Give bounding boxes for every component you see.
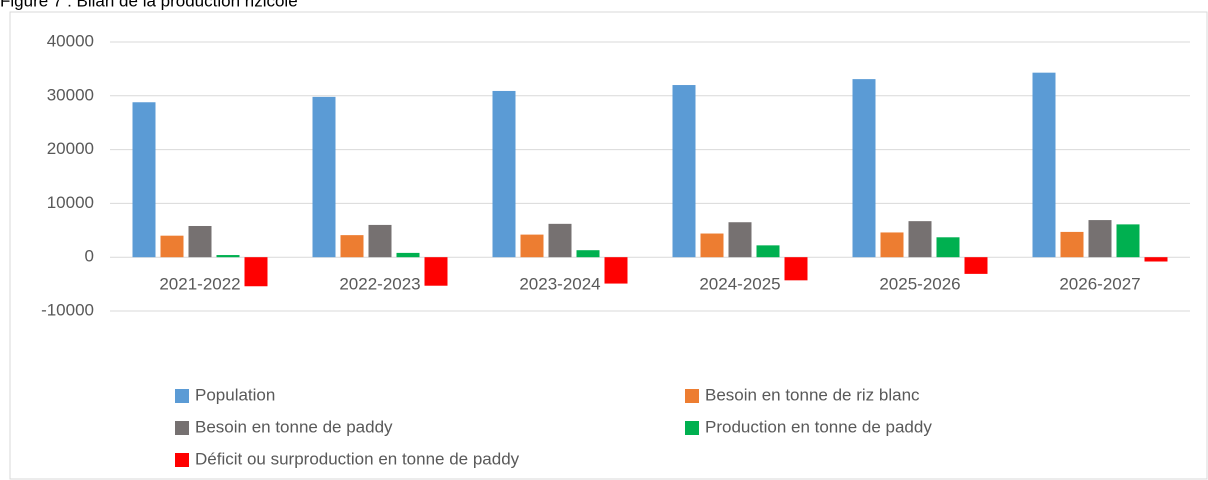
legend-label: Déficit ou surproduction en tonne de pad…	[195, 449, 520, 468]
bar	[672, 85, 696, 258]
bar	[784, 257, 808, 281]
y-tick-label: 40000	[47, 31, 94, 50]
chart-title: Figure 7 : Bilan de la production rizico…	[0, 0, 298, 10]
bar	[1088, 220, 1112, 258]
bar	[188, 225, 212, 258]
y-tick-label: 10000	[47, 193, 94, 212]
y-tick-label: -10000	[41, 300, 94, 319]
bar	[936, 237, 960, 258]
bar	[756, 245, 780, 258]
bar	[160, 235, 184, 258]
bar	[548, 223, 572, 258]
legend-label: Population	[195, 385, 275, 404]
bar	[492, 90, 516, 258]
bar	[728, 222, 752, 258]
bar	[1116, 224, 1140, 258]
bar	[368, 224, 392, 258]
bar	[700, 233, 724, 258]
x-tick-label: 2021-2022	[159, 275, 240, 294]
bar	[340, 235, 364, 258]
bar	[852, 79, 876, 258]
bar	[576, 250, 600, 258]
legend-label: Besoin en tonne de riz blanc	[705, 385, 920, 404]
bar	[396, 252, 420, 258]
legend-swatch	[685, 389, 699, 403]
chart-border	[9, 11, 1208, 480]
bar	[1144, 257, 1168, 262]
x-tick-label: 2023-2024	[519, 275, 600, 294]
legend-label: Production en tonne de paddy	[705, 417, 932, 436]
bar	[132, 102, 156, 258]
y-tick-label: 20000	[47, 139, 94, 158]
bar	[1060, 231, 1084, 258]
bar	[880, 232, 904, 258]
bar	[604, 257, 628, 284]
x-tick-label: 2026-2027	[1059, 275, 1140, 294]
legend-swatch	[175, 421, 189, 435]
y-tick-label: 30000	[47, 85, 94, 104]
bar	[424, 257, 448, 286]
bar	[520, 234, 544, 258]
bar	[1032, 72, 1056, 258]
bar	[216, 255, 240, 258]
legend-label: Besoin en tonne de paddy	[195, 417, 393, 436]
bar	[908, 221, 932, 258]
bar	[312, 96, 336, 258]
x-tick-label: 2024-2025	[699, 275, 780, 294]
bar	[964, 257, 988, 274]
legend-swatch	[175, 453, 189, 467]
bar	[244, 257, 268, 287]
legend-swatch	[685, 421, 699, 435]
y-tick-label: 0	[85, 247, 94, 266]
x-tick-label: 2022-2023	[339, 275, 420, 294]
legend-swatch	[175, 389, 189, 403]
x-tick-label: 2025-2026	[879, 275, 960, 294]
